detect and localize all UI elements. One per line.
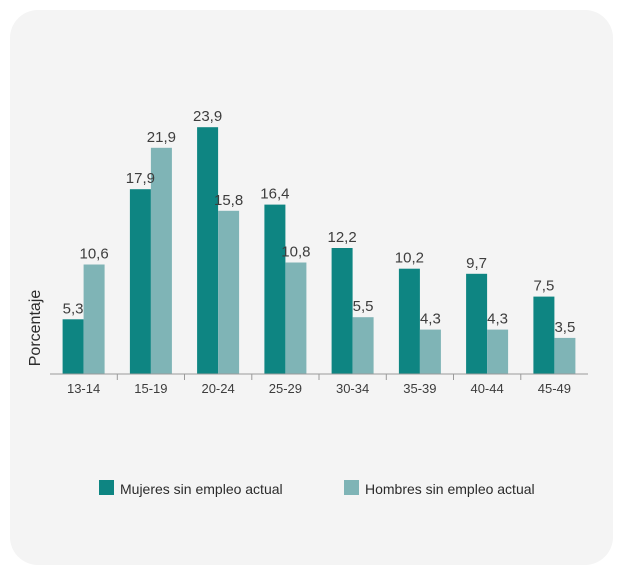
value-label-mujeres-15-19: 17,9	[126, 170, 155, 187]
value-labels-group: 5,3 10,6 17,9 21,9 23,9 15,8 16,4 10,8 12,2 5,5 10…	[63, 108, 576, 336]
bar-mujeres-25-29	[264, 204, 286, 374]
x-tick-20-24: 20-24	[201, 381, 234, 396]
bar-hombres-20-24	[218, 210, 240, 374]
x-tick-45-49: 45-49	[538, 381, 571, 396]
value-label-hombres-13-14: 10,6	[79, 246, 108, 263]
value-label-mujeres-40-44: 9,7	[466, 255, 487, 272]
bar-hombres-13-14	[83, 264, 105, 374]
bar-hombres-15-19	[150, 147, 172, 374]
bar-mujeres-30-34	[331, 248, 353, 374]
x-ticks-group: 13-14 15-19 20-24 25-29 30-34 35-39 40-44 45-49	[67, 374, 571, 396]
bar-mujeres-45-49	[533, 296, 555, 374]
value-label-hombres-45-49: 3,5	[554, 319, 575, 336]
value-label-mujeres-13-14: 5,3	[63, 300, 84, 317]
value-label-hombres-40-44: 4,3	[487, 311, 508, 328]
bar-mujeres-15-19	[129, 189, 151, 374]
value-label-hombres-35-39: 4,3	[420, 311, 441, 328]
bar-hombres-35-39	[419, 329, 441, 374]
value-label-hombres-20-24: 15,8	[214, 192, 243, 209]
bar-mujeres-40-44	[466, 273, 488, 374]
bar-hombres-40-44	[487, 329, 509, 374]
legend-label-mujeres: Mujeres sin empleo actual	[120, 481, 283, 497]
value-label-hombres-30-34: 5,5	[353, 298, 374, 315]
bar-mujeres-13-14	[62, 319, 84, 374]
legend-label-hombres: Hombres sin empleo actual	[365, 481, 535, 497]
bar-chart: 5,3 10,6 17,9 21,9 23,9 15,8 16,4 10,8 12,2 5,5 10…	[27, 108, 588, 497]
x-tick-25-29: 25-29	[269, 381, 302, 396]
value-label-mujeres-30-34: 12,2	[327, 229, 356, 246]
x-tick-13-14: 13-14	[67, 381, 100, 396]
x-tick-30-34: 30-34	[336, 381, 369, 396]
legend-swatch-mujeres	[99, 480, 114, 495]
value-label-hombres-25-29: 10,8	[281, 244, 310, 261]
value-label-hombres-15-19: 21,9	[147, 129, 176, 146]
chart-card: 5,3 10,6 17,9 21,9 23,9 15,8 16,4 10,8 12,2 5,5 10…	[10, 10, 613, 565]
bar-mujeres-20-24	[197, 127, 219, 374]
bar-hombres-30-34	[352, 317, 374, 374]
bar-hombres-45-49	[554, 337, 576, 374]
value-label-mujeres-35-39: 10,2	[395, 250, 424, 267]
x-tick-40-44: 40-44	[470, 381, 503, 396]
x-tick-15-19: 15-19	[134, 381, 167, 396]
legend-swatch-hombres	[344, 480, 359, 495]
y-axis-label: Porcentaje	[27, 290, 44, 367]
value-label-mujeres-20-24: 23,9	[193, 108, 222, 125]
value-label-mujeres-25-29: 16,4	[260, 186, 289, 203]
bar-mujeres-35-39	[398, 268, 420, 374]
x-tick-35-39: 35-39	[403, 381, 436, 396]
value-label-mujeres-45-49: 7,5	[533, 278, 554, 295]
bar-hombres-25-29	[285, 262, 307, 374]
bars-group	[62, 127, 576, 374]
legend: Mujeres sin empleo actual Hombres sin em…	[99, 480, 535, 497]
